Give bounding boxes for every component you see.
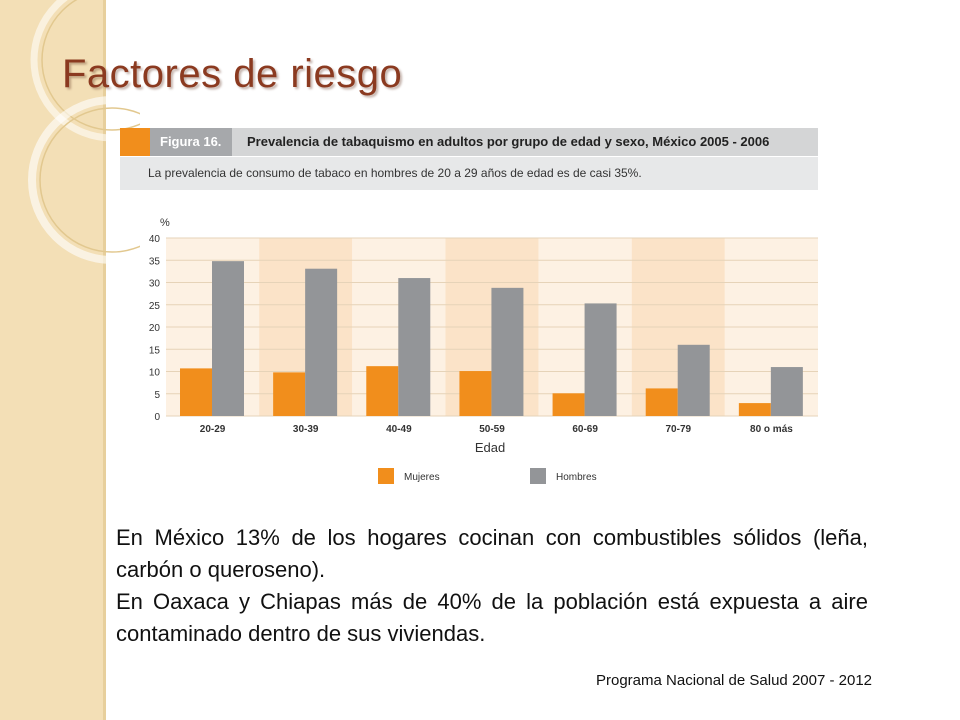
- y-tick-label: 5: [154, 390, 160, 401]
- bar-mujeres: [645, 388, 678, 416]
- side-band-edge: [103, 0, 106, 720]
- bar-mujeres: [366, 366, 399, 416]
- bar-mujeres: [738, 403, 771, 416]
- figure-title: Prevalencia de tabaquismo en adultos por…: [232, 128, 818, 156]
- bar-hombres: [584, 303, 617, 416]
- bar-hombres: [212, 261, 244, 416]
- x-tick-label: 20-29: [200, 424, 226, 435]
- x-tick-label: 30-39: [293, 424, 319, 435]
- figure-subtitle: La prevalencia de consumo de tabaco en h…: [120, 157, 818, 190]
- y-axis-label: %: [160, 217, 170, 229]
- bar-hombres: [491, 287, 524, 416]
- legend: Mujeres Hombres: [378, 468, 597, 484]
- y-tick-label: 40: [149, 234, 161, 245]
- slide-title: Factores de riesgo: [62, 52, 403, 96]
- bar-hombres: [305, 268, 338, 416]
- bars: [180, 261, 803, 416]
- decorative-rings: [28, 0, 140, 264]
- bar-hombres: [677, 344, 710, 416]
- x-tick-label: 80 o más: [750, 424, 793, 435]
- x-tick-label: 60-69: [572, 424, 598, 435]
- y-tick-label: 30: [149, 279, 161, 290]
- paragraph-oaxaca-chiapas: En Oaxaca y Chiapas más de 40% de la pob…: [116, 589, 868, 646]
- bar-hombres: [770, 367, 803, 416]
- y-tick-label: 15: [149, 345, 161, 356]
- bar-mujeres: [180, 368, 212, 416]
- legend-label-hombres: Hombres: [556, 472, 597, 483]
- legend-swatch-hombres: [530, 468, 546, 484]
- y-tick-label: 35: [149, 256, 161, 267]
- paragraph-hogares: En México 13% de los hogares cocinan con…: [116, 525, 868, 582]
- figure-label: Figura 16.: [150, 128, 232, 156]
- bar-mujeres: [273, 372, 306, 416]
- bar-chart: 0 5 10 15 20 25 30 35 40 20-29 30-39 40-49 50-59 60-…: [149, 217, 818, 484]
- x-tick-label: 40-49: [386, 424, 412, 435]
- body-text: En México 13% de los hogares cocinan con…: [116, 522, 868, 650]
- x-tick-label: 70-79: [665, 424, 691, 435]
- y-tick-label: 20: [149, 323, 161, 334]
- y-axis-ticks: 0 5 10 15 20 25 30 35 40: [149, 234, 161, 423]
- y-tick-label: 25: [149, 301, 161, 312]
- source-note: Programa Nacional de Salud 2007 - 2012: [596, 672, 873, 689]
- figure-accent-block: [120, 128, 150, 156]
- figure-header: Figura 16. Prevalencia de tabaquismo en …: [120, 128, 818, 190]
- x-axis-ticks: 20-29 30-39 40-49 50-59 60-69 70-79 80 o más: [200, 424, 793, 435]
- bar-mujeres: [552, 393, 585, 416]
- legend-label-mujeres: Mujeres: [404, 472, 440, 483]
- x-axis-label: Edad: [475, 440, 505, 455]
- decorative-side-band: [0, 0, 106, 720]
- bar-hombres: [398, 278, 431, 416]
- x-tick-label: 50-59: [479, 424, 505, 435]
- legend-swatch-mujeres: [378, 468, 394, 484]
- bar-mujeres: [459, 371, 492, 416]
- y-tick-label: 0: [154, 412, 160, 423]
- y-tick-label: 10: [149, 368, 161, 379]
